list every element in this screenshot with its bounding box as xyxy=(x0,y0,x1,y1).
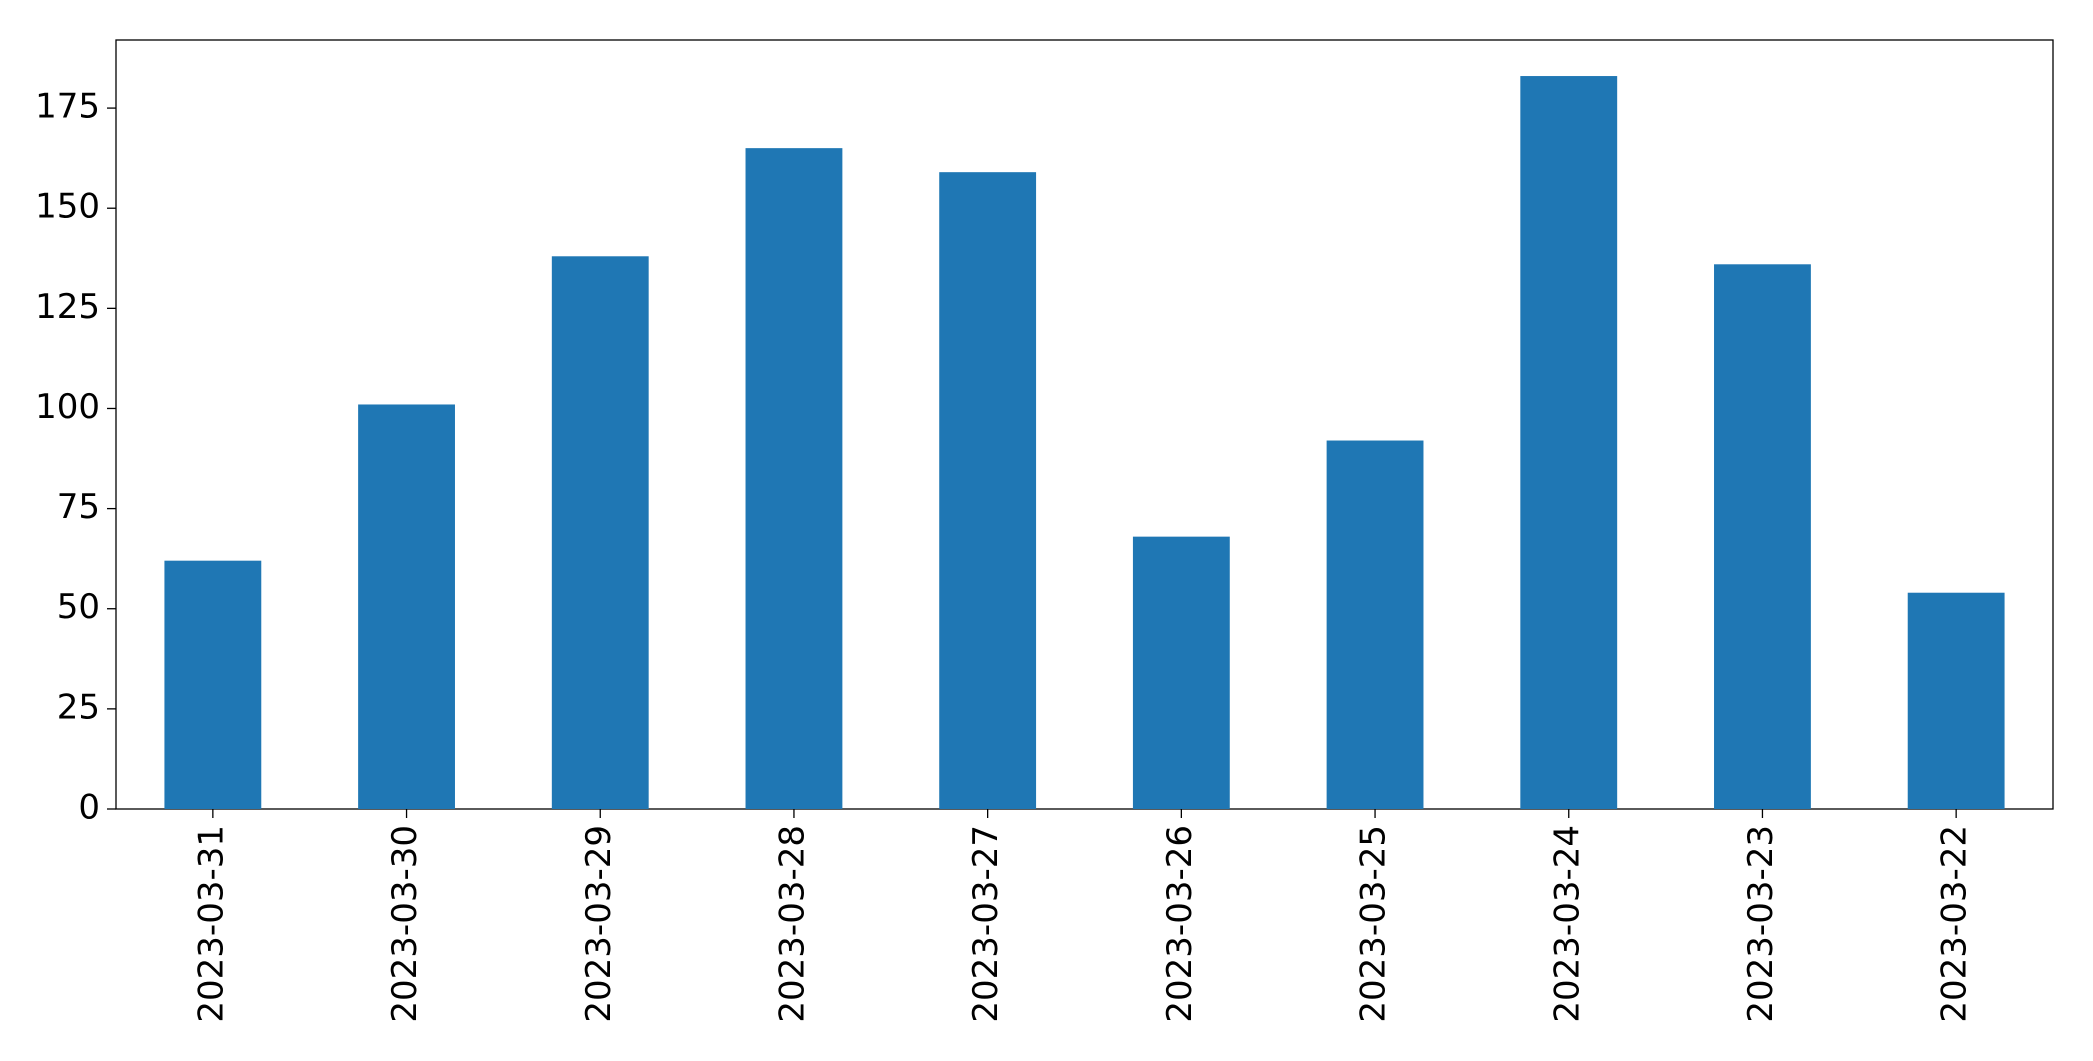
x-tick-label: 2023-03-22 xyxy=(1935,825,1975,1023)
y-tick-label: 100 xyxy=(35,387,100,427)
x-tick-label: 2023-03-26 xyxy=(1160,825,1200,1023)
bar xyxy=(1326,440,1424,809)
x-tick-label: 2023-03-24 xyxy=(1547,825,1587,1023)
y-tick-label: 0 xyxy=(78,788,100,828)
y-tick-label: 50 xyxy=(57,587,100,627)
plot-frame xyxy=(115,39,2054,810)
y-tick-label: 150 xyxy=(35,187,100,227)
y-tick-label: 25 xyxy=(57,687,100,727)
x-tick-label: 2023-03-25 xyxy=(1354,825,1394,1023)
x-tick-label: 2023-03-31 xyxy=(191,825,231,1023)
x-tick-label: 2023-03-29 xyxy=(579,825,619,1023)
bar xyxy=(1714,264,1811,810)
bar xyxy=(1132,536,1230,809)
x-tick-label: 2023-03-30 xyxy=(385,825,425,1023)
bar xyxy=(939,172,1037,809)
bar xyxy=(164,560,262,809)
x-tick-label: 2023-03-23 xyxy=(1741,825,1781,1023)
bar xyxy=(745,148,843,809)
bar xyxy=(1520,76,1618,809)
bar xyxy=(358,404,455,809)
bar xyxy=(551,256,649,809)
bar xyxy=(1907,592,2005,809)
x-tick-label: 2023-03-28 xyxy=(772,825,812,1023)
y-tick-label: 175 xyxy=(35,87,100,127)
y-tick-label: 75 xyxy=(57,487,100,527)
y-tick-label: 125 xyxy=(35,287,100,327)
x-tick-label: 2023-03-27 xyxy=(966,825,1006,1023)
